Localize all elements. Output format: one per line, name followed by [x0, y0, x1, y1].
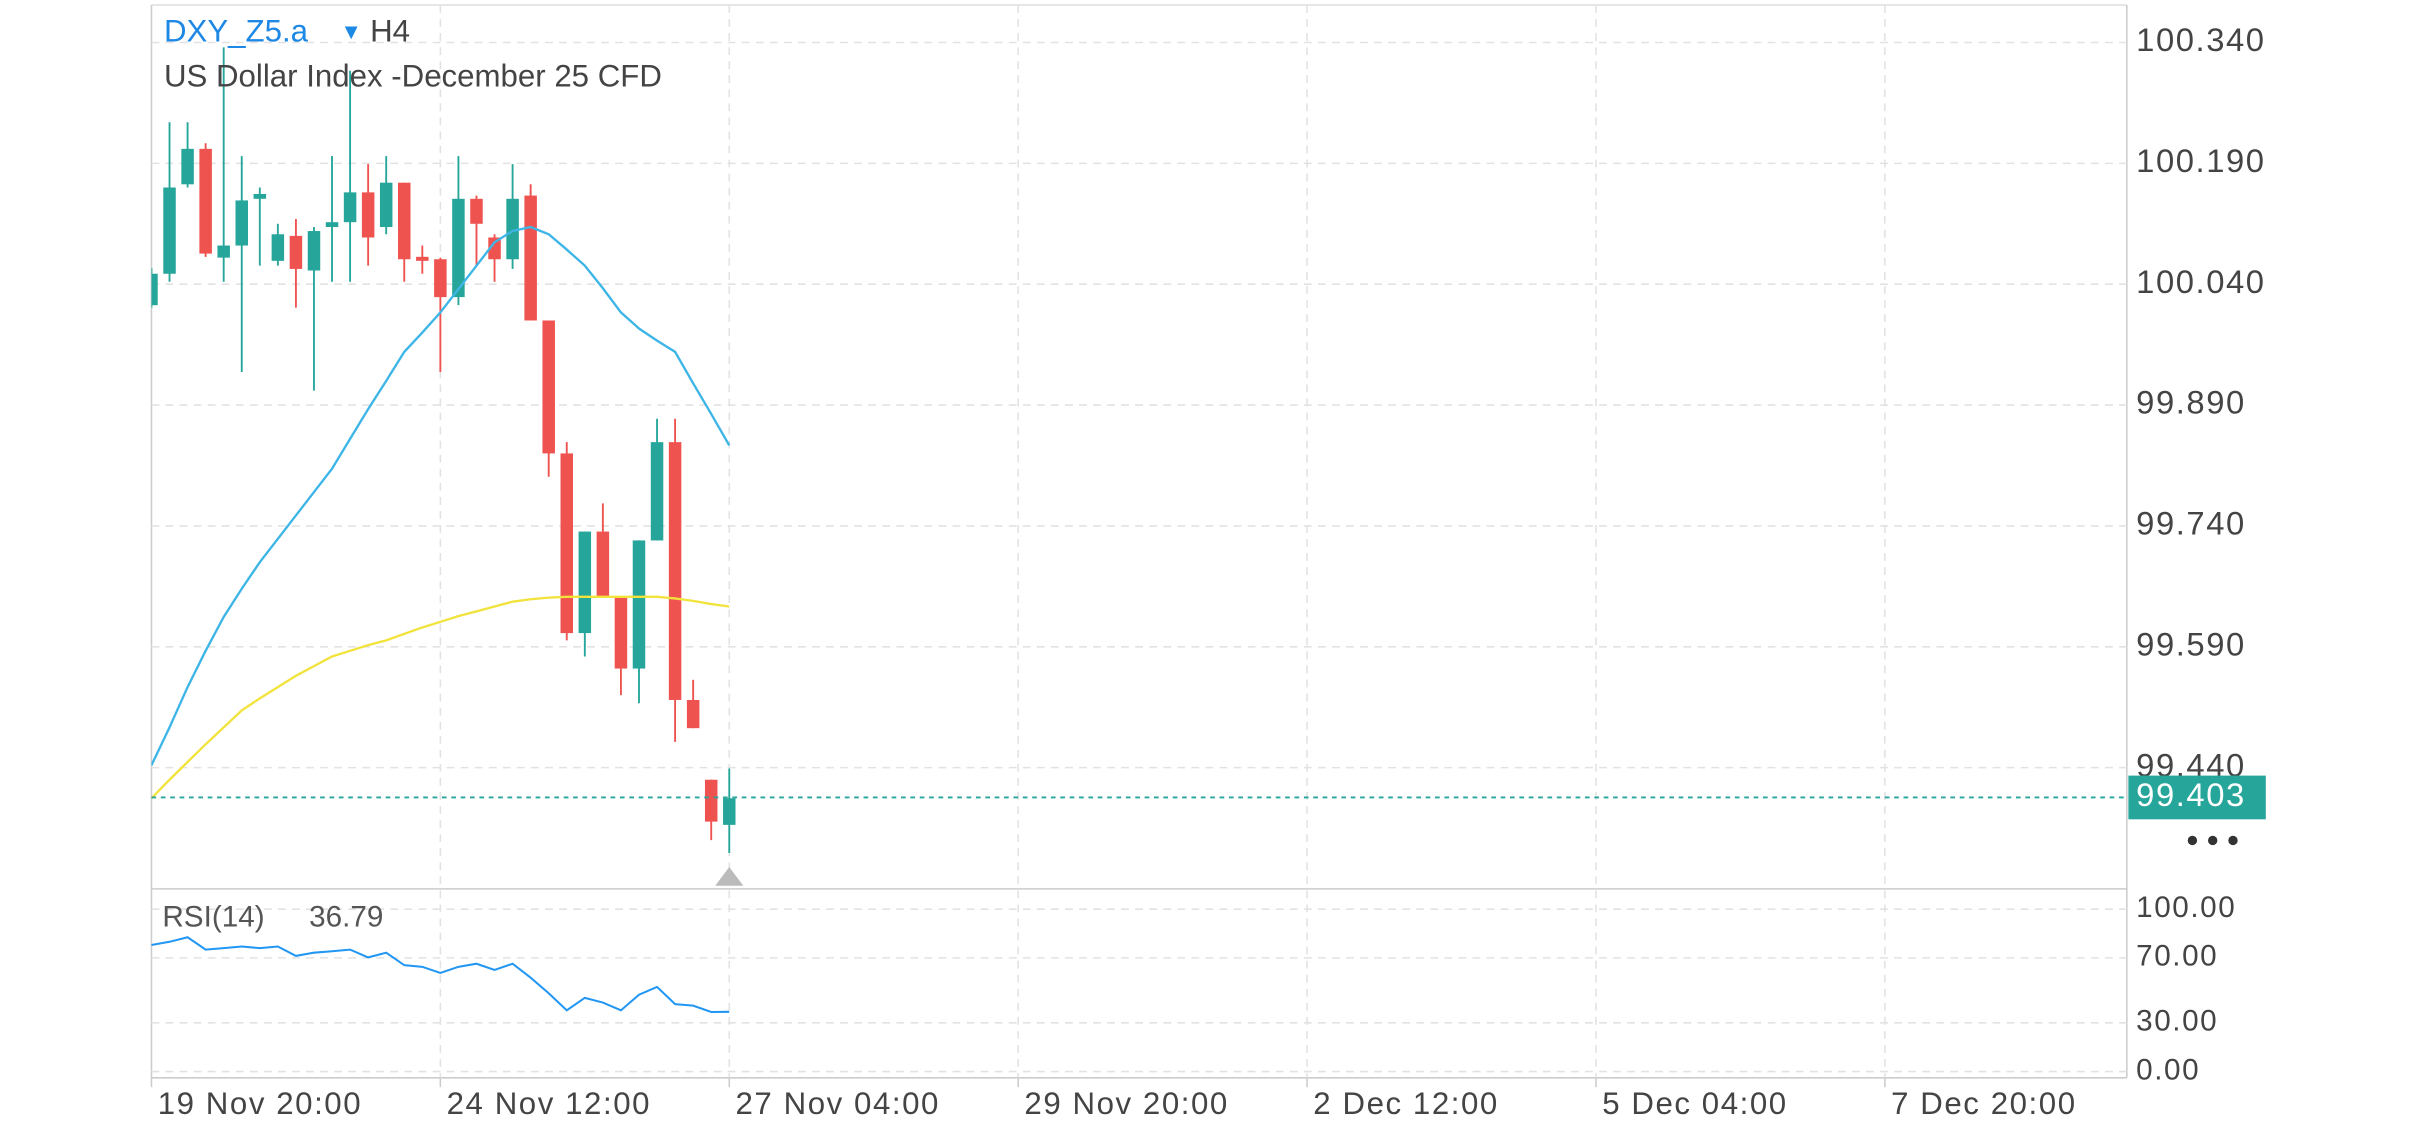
candle-body: [379, 182, 393, 228]
x-tick-label: 7 Dec 20:00: [1891, 1086, 2077, 1121]
last-price-badge: [2128, 775, 2266, 820]
last-price-label: 99.403: [2136, 776, 2246, 813]
y-tick-label: 30.00: [2136, 1005, 2218, 1038]
candle-body: [253, 193, 267, 199]
candle-body: [524, 195, 537, 321]
candle-body: [181, 148, 194, 185]
x-tick-label: 2 Dec 12:00: [1313, 1086, 1499, 1121]
candle-body: [307, 231, 321, 271]
candle-body: [398, 182, 411, 260]
candle-body: [163, 187, 176, 274]
current-marker: [715, 867, 744, 886]
candle-body: [325, 222, 339, 228]
symbol-dropdown-icon[interactable]: ▼: [340, 19, 362, 44]
subtitle: US Dollar Index -December 25 CFD: [164, 59, 662, 94]
y-tick-label: 100.040: [2136, 263, 2265, 300]
candle-body: [361, 192, 375, 238]
candle-body: [632, 540, 646, 669]
candle-body: [217, 245, 230, 258]
y-tick-label: 100.00: [2136, 891, 2236, 924]
moving-average-line: [151, 595, 730, 800]
rsi-title: RSI(14): [162, 900, 264, 933]
dot[interactable]: [2187, 835, 2198, 846]
candle-body: [199, 148, 212, 254]
candle-body: [560, 453, 574, 634]
candle-body: [542, 320, 555, 454]
y-tick-label: 100.340: [2136, 21, 2265, 58]
candle-body: [416, 256, 429, 261]
candle-body: [506, 198, 519, 260]
candle-body: [650, 442, 664, 541]
candle-body: [614, 596, 628, 669]
dot[interactable]: [2228, 835, 2238, 846]
symbol[interactable]: DXY_Z5.a: [164, 13, 309, 48]
candle-body: [271, 234, 285, 261]
candle-body: [723, 798, 736, 825]
y-tick-label: 99.740: [2136, 505, 2246, 542]
y-tick-label: 0.00: [2136, 1053, 2200, 1086]
candle-body: [470, 198, 483, 224]
candle-body: [151, 273, 158, 306]
timeframe[interactable]: H4: [370, 13, 410, 48]
candle-body: [578, 531, 592, 634]
y-tick-label: 99.590: [2136, 625, 2246, 662]
candle-body: [668, 442, 682, 700]
candle-body: [704, 779, 718, 822]
candle-body: [488, 237, 501, 260]
candle-body: [452, 198, 465, 298]
x-tick-label: 27 Nov 04:00: [736, 1086, 940, 1121]
candle-body: [235, 200, 248, 246]
dot[interactable]: [2208, 835, 2218, 846]
y-tick-label: 99.890: [2136, 384, 2246, 421]
y-tick-label: 100.190: [2136, 142, 2265, 179]
x-tick-label: 5 Dec 04:00: [1602, 1086, 1788, 1121]
x-tick-label: 24 Nov 12:00: [447, 1086, 651, 1121]
candle-body: [596, 531, 610, 597]
candle-body: [289, 235, 303, 269]
candle-body: [434, 259, 447, 298]
candle-body: [686, 699, 700, 729]
candle-body: [343, 192, 357, 223]
moving-average-line: [151, 225, 731, 766]
x-tick-label: 19 Nov 20:00: [158, 1086, 362, 1121]
y-tick-label: 70.00: [2136, 940, 2218, 973]
x-tick-label: 29 Nov 20:00: [1024, 1086, 1228, 1121]
more-menu[interactable]: [2187, 835, 2238, 846]
rsi-value: 36.79: [309, 900, 383, 933]
rsi-line: [151, 936, 730, 1013]
